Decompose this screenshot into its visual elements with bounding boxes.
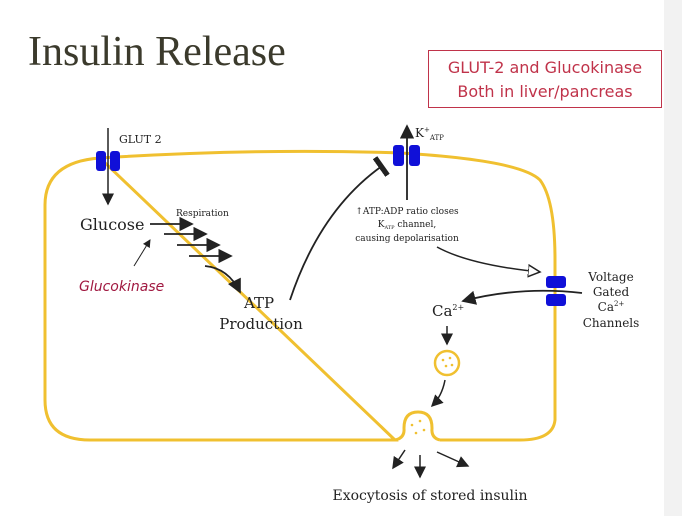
note-box: GLUT-2 and Glucokinase Both in liver/pan… bbox=[428, 50, 662, 108]
ratio-text-line3: causing depolarisation bbox=[355, 234, 459, 244]
glucokinase-label: Glucokinase bbox=[79, 279, 164, 295]
note-line-1: GLUT-2 and Glucokinase bbox=[447, 58, 643, 77]
voltage-gated-ca-channel bbox=[461, 276, 583, 306]
slide-edge bbox=[664, 0, 682, 516]
depolarisation-arrow bbox=[436, 246, 540, 272]
insulin-vesicle bbox=[433, 349, 461, 377]
ratio-text-line2: KATP channel, bbox=[378, 220, 437, 231]
respiration-arrows bbox=[133, 216, 241, 294]
exocytosis-label: Exocytosis of stored insulin bbox=[332, 488, 527, 504]
voltage-gated-label: Voltage Gated Ca2+ Channels bbox=[583, 270, 640, 330]
slide-title: Insulin Release bbox=[28, 29, 286, 75]
atp-inhibits-katp-arrow bbox=[289, 156, 390, 301]
atp-label-line1: ATP bbox=[243, 294, 274, 312]
svg-text:Voltage: Voltage bbox=[587, 270, 633, 284]
cell-membrane bbox=[43, 149, 557, 442]
note-line-2: Both in liver/pancreas bbox=[457, 82, 633, 101]
katp-label: K+ATP bbox=[415, 126, 444, 142]
atp-label-line2: Production bbox=[219, 315, 303, 333]
ratio-text-line1: ↑ATP:ADP ratio closes bbox=[355, 207, 459, 217]
vesicle-arrow bbox=[430, 379, 446, 408]
exocytosis-arrows bbox=[392, 449, 470, 479]
svg-text:Gated: Gated bbox=[593, 285, 630, 299]
glut2-label: GLUT 2 bbox=[119, 133, 162, 146]
calcium-label: Ca2+ bbox=[432, 302, 464, 320]
glut2-channel bbox=[96, 128, 120, 206]
glucose-label: Glucose bbox=[80, 215, 144, 234]
katp-channel bbox=[393, 124, 420, 200]
respiration-label: Respiration bbox=[176, 209, 229, 219]
exocytosis-bud bbox=[394, 410, 441, 442]
svg-text:Ca2+: Ca2+ bbox=[598, 300, 625, 314]
svg-text:Channels: Channels bbox=[583, 316, 640, 330]
